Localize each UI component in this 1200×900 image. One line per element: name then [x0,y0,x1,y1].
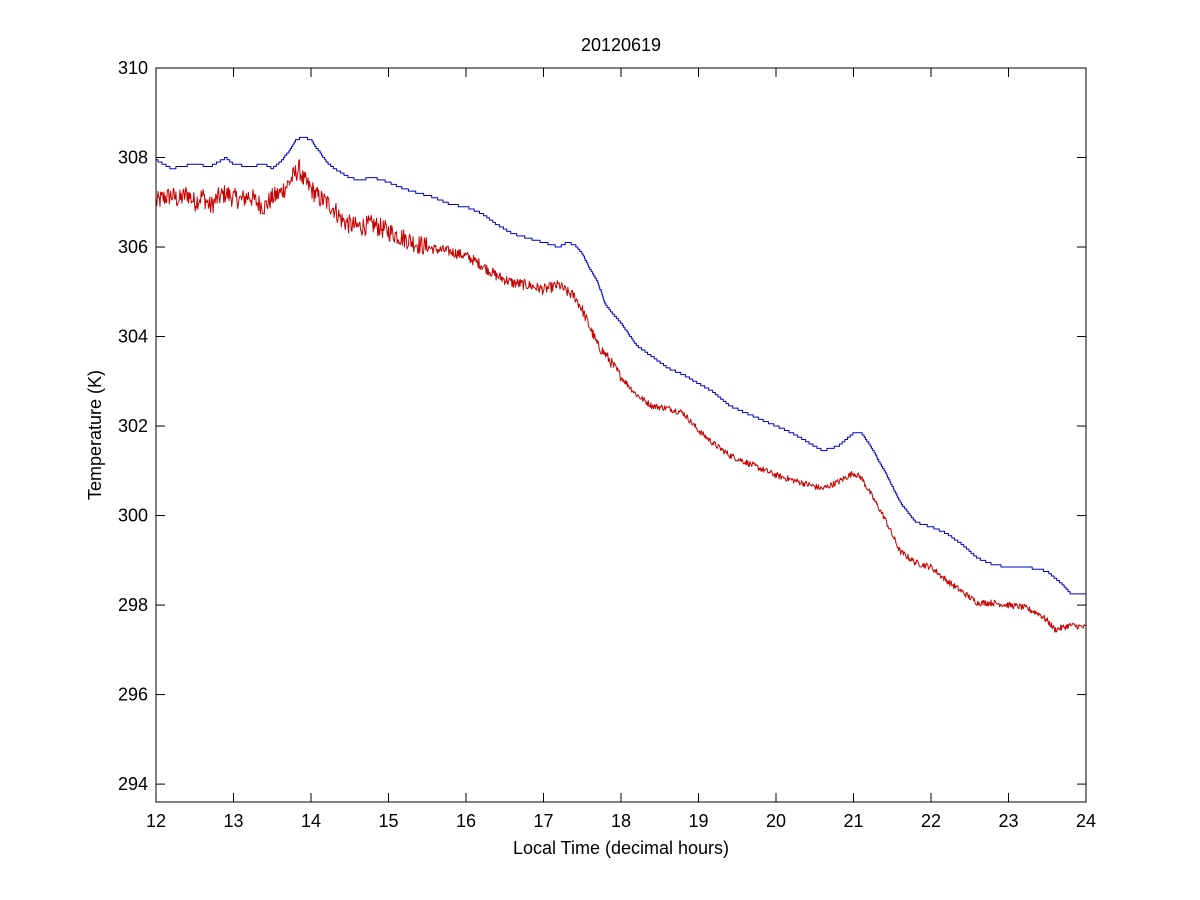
x-axis-title: Local Time (decimal hours) [513,838,729,858]
axes-box [155,67,1087,803]
y-tick-label: 300 [118,506,148,526]
chart-title: 20120619 [581,35,661,55]
y-tick-label: 298 [118,595,148,615]
x-tick-label: 24 [1076,811,1096,831]
axes-layer: 12 13 14 15 16 17 18 19 20 21 22 23 24 294 296 298 300 30… [118,58,1096,831]
x-tick-label: 17 [533,811,553,831]
series-line-red [155,159,1087,633]
x-tick-label: 23 [998,811,1018,831]
x-tick-label: 18 [611,811,631,831]
x-tick-label: 19 [688,811,708,831]
x-tick-label: 12 [146,811,166,831]
x-tick-label: 21 [843,811,863,831]
x-tick-label: 20 [766,811,786,831]
y-tick-label: 296 [118,685,148,705]
y-axis-title: Temperature (K) [85,370,105,500]
series-line-blue [156,136,1086,595]
series-layer [155,136,1087,633]
y-tick-label: 302 [118,416,148,436]
y-tick-label: 308 [118,148,148,168]
y-tick-label: 294 [118,774,148,794]
x-tick-label: 14 [301,811,321,831]
x-tick-label: 16 [456,811,476,831]
x-tick-label: 13 [223,811,243,831]
y-tick-label: 306 [118,237,148,257]
x-tick-label: 15 [378,811,398,831]
y-tick-label: 310 [118,58,148,78]
x-tick-label: 22 [921,811,941,831]
y-tick-label: 304 [118,327,148,347]
